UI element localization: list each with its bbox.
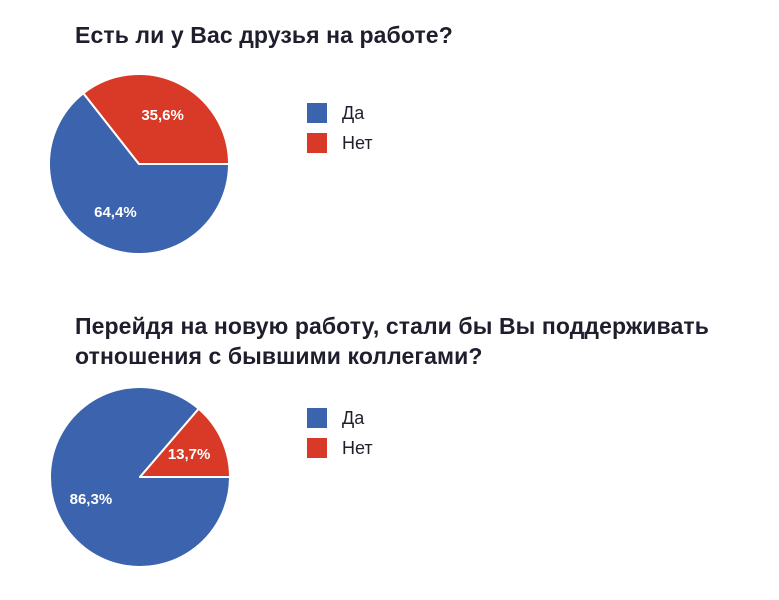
pie-chart-keep-in-touch: 86,3% 13,7%	[49, 386, 231, 568]
pie-value-label-yes: 64,4%	[94, 204, 137, 221]
legend-label-yes: Да	[342, 408, 365, 428]
legend-friends-at-work: Да Нет	[307, 103, 373, 153]
legend-swatch-no	[307, 133, 327, 153]
legend-swatch-yes	[307, 408, 327, 428]
legend-label-no: Нет	[342, 438, 373, 458]
pie-slice-no	[82, 73, 230, 165]
legend-item-yes: Да	[307, 408, 373, 428]
legend-keep-in-touch: Да Нет	[307, 408, 373, 458]
pie-value-label-no: 13,7%	[168, 446, 211, 463]
pie-slice-yes	[48, 92, 230, 255]
legend-swatch-yes	[307, 103, 327, 123]
legend-label-yes: Да	[342, 103, 365, 123]
legend-item-no: Нет	[307, 438, 373, 458]
legend-label-no: Нет	[342, 133, 373, 153]
pie-value-label-no: 35,6%	[141, 107, 184, 124]
pie-slice-no	[139, 407, 231, 478]
legend-item-no: Нет	[307, 133, 373, 153]
legend-item-yes: Да	[307, 103, 373, 123]
chart-title-friends-at-work: Есть ли у Вас друзья на работе?	[75, 22, 453, 48]
pie-chart-friends-at-work: 64,4% 35,6%	[48, 73, 230, 255]
legend-swatch-no	[307, 438, 327, 458]
chart-title-keep-in-touch: Перейдя на новую работу, стали бы Вы под…	[75, 313, 709, 370]
pie-value-label-yes: 86,3%	[70, 491, 113, 508]
